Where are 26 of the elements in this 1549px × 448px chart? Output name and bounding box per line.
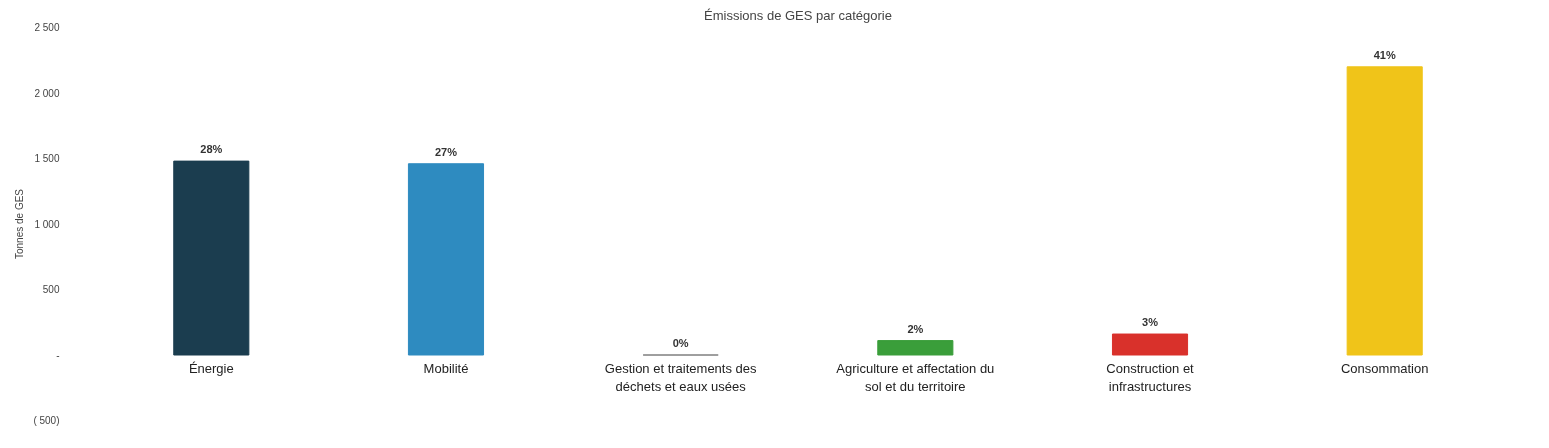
annotation: 28%	[200, 143, 223, 156]
x-tick-label: Agriculture et affectation du sol et du territoire	[836, 360, 995, 394]
bar	[173, 160, 250, 356]
annotation: 2%	[907, 322, 924, 335]
y-tick-label: 500	[42, 284, 60, 295]
y-tick-label: 1 000	[34, 218, 60, 230]
bar	[407, 163, 485, 356]
annotation: 3%	[1142, 316, 1159, 329]
y-tick-label: 2 000	[34, 87, 60, 99]
chart-title: Émissions de GES par catégorie	[704, 7, 892, 23]
x-tick-label: Énergie	[188, 360, 234, 376]
y-tick-label: 2 500	[34, 22, 60, 33]
y-tick-label: ( 500)	[33, 415, 60, 426]
annotation: 41%	[1373, 49, 1396, 62]
bar	[1346, 66, 1423, 356]
bar	[1111, 333, 1189, 356]
y-axis-title: Tonnes de GES	[14, 188, 26, 260]
bar	[877, 340, 954, 356]
x-tick-label: Mobilité	[423, 360, 469, 376]
x-tick-label: Consommation	[1340, 360, 1429, 376]
y-tick-label: -	[56, 349, 60, 361]
x-tick-label: Gestion et traitements des déchets et eaux usées	[604, 360, 758, 394]
x-tick-label: Construction et infrastructures	[1106, 360, 1195, 394]
annotation: 27%	[434, 145, 458, 158]
annotation: 0%	[672, 337, 689, 350]
y-tick-label: 1 500	[34, 153, 60, 164]
